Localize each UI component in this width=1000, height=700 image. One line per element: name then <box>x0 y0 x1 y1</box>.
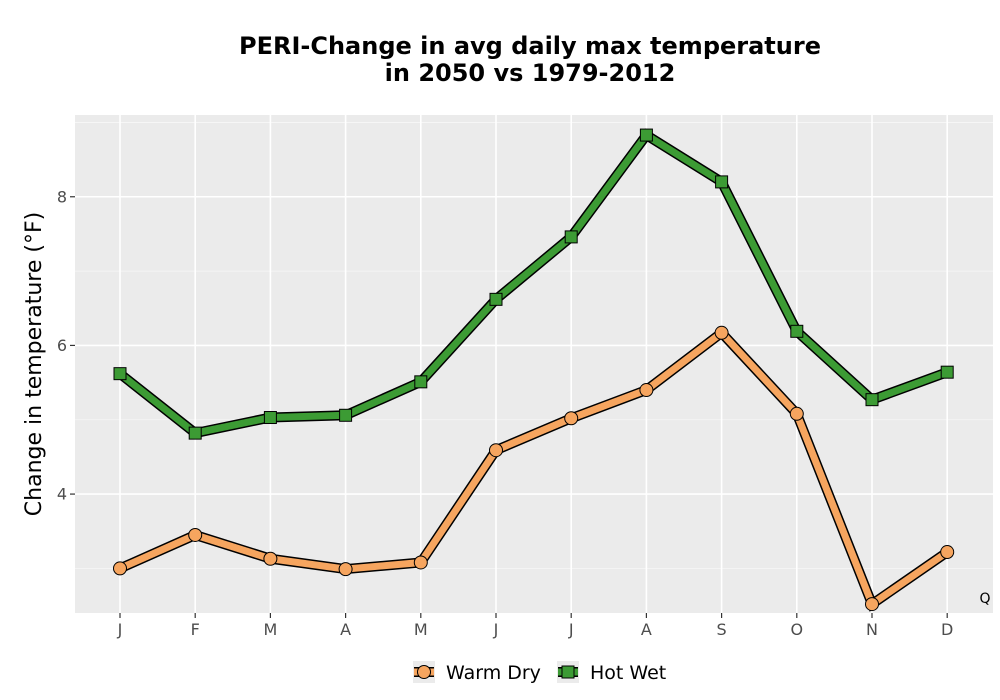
hot-wet-point <box>339 408 353 422</box>
warm-dry-point <box>789 406 804 421</box>
warm-dry-point <box>338 562 353 577</box>
hot-wet-line <box>117 130 949 437</box>
warm-dry-point <box>413 555 428 570</box>
x-tick-label: J <box>568 620 574 639</box>
hot-wet-point <box>263 411 277 425</box>
warm-dry-point <box>940 545 955 560</box>
y-tick-label: 4 <box>57 485 67 504</box>
x-tick-label: M <box>263 620 277 639</box>
x-tick-label: J <box>117 620 123 639</box>
warm-dry-point <box>865 597 879 612</box>
hot-wet-point <box>113 367 127 381</box>
y-axis-title: Change in temperature (°F) <box>22 212 47 516</box>
warm-dry-legend-marker <box>417 665 431 679</box>
series-layer <box>113 128 955 612</box>
corner-note: Q <box>979 591 990 607</box>
hot-wet-legend-label: Hot Wet <box>590 662 666 684</box>
legend: Warm Dry Hot Wet <box>413 661 666 684</box>
y-axis-ticks: 4 6 8 <box>57 187 75 504</box>
hot-wet-point <box>639 128 653 142</box>
x-tick-label: A <box>641 620 652 639</box>
hot-wet-point <box>188 426 202 440</box>
hot-wet-point <box>790 324 804 338</box>
y-tick-label: 6 <box>57 336 67 355</box>
hot-wet-point <box>414 375 428 389</box>
warm-dry-line <box>118 328 950 610</box>
x-tick-label: S <box>717 620 727 639</box>
hot-wet-point <box>489 292 503 306</box>
warm-dry-point <box>113 561 127 576</box>
x-tick-label: M <box>414 620 428 639</box>
grid-major <box>75 115 993 613</box>
x-tick-label: A <box>340 620 351 639</box>
x-tick-label: J <box>493 620 499 639</box>
hot-wet-legend-marker <box>561 665 575 679</box>
x-tick-label: D <box>941 620 953 639</box>
warm-dry-point <box>714 325 729 340</box>
chart-title-line-1: PERI-Change in avg daily max temperature <box>239 32 821 60</box>
hot-wet-point <box>865 393 879 407</box>
x-tick-label: O <box>791 620 804 639</box>
warm-dry-point <box>564 411 579 426</box>
y-tick-label: 8 <box>57 187 67 206</box>
warm-dry-legend-label: Warm Dry <box>446 662 541 684</box>
hot-wet-point <box>940 365 954 379</box>
warm-dry-point <box>639 383 654 398</box>
x-tick-label: N <box>866 620 878 639</box>
warm-dry-point <box>489 443 503 458</box>
chart-title-line-2: in 2050 vs 1979-2012 <box>385 59 676 87</box>
x-tick-label: F <box>191 620 200 639</box>
hot-wet-point <box>715 175 729 189</box>
warm-dry-point <box>263 551 278 566</box>
warm-dry-point <box>188 527 203 542</box>
hot-wet-point <box>564 230 578 244</box>
